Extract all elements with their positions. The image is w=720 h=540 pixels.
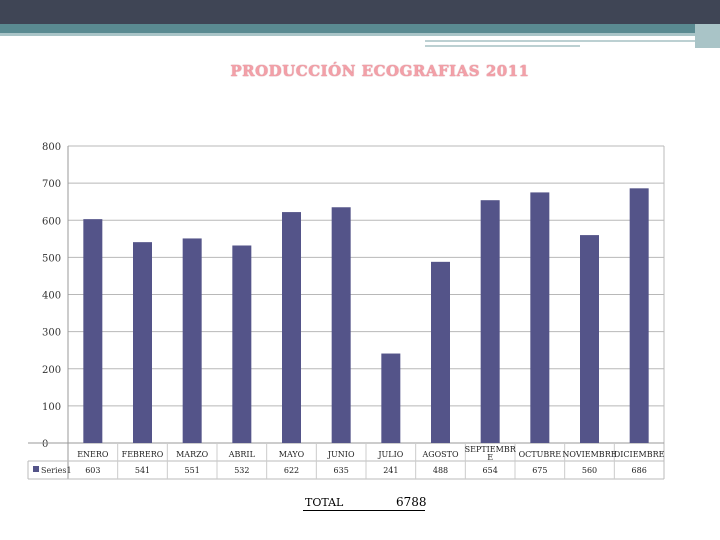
bar-marzo xyxy=(182,238,202,443)
x-category-label: OCTUBRE xyxy=(519,450,562,459)
y-tick-label: 700 xyxy=(42,179,61,190)
data-table-value: 675 xyxy=(532,466,547,475)
top-bar-light-line xyxy=(0,33,695,36)
bar-diciembre xyxy=(629,188,649,443)
total-label: TOTAL xyxy=(305,496,344,509)
data-table-value: 541 xyxy=(135,466,150,475)
total-underline xyxy=(303,510,425,511)
data-table-value: 686 xyxy=(632,466,647,475)
data-table-value: 532 xyxy=(234,466,249,475)
bar-septiembre xyxy=(480,200,500,443)
data-table-value: 560 xyxy=(582,466,597,475)
y-tick-label: 100 xyxy=(42,402,61,413)
bar-enero xyxy=(83,219,103,443)
y-tick-label: 400 xyxy=(42,291,61,302)
bar-octubre xyxy=(530,192,550,443)
bar-agosto xyxy=(431,261,450,443)
bar-febrero xyxy=(133,242,152,443)
top-bar-teal xyxy=(0,24,720,33)
legend-series-name: Series1 xyxy=(41,466,72,475)
data-table-value: 551 xyxy=(185,466,200,475)
data-table-value: 635 xyxy=(334,466,349,475)
x-category-label: SEPTIEMBR E xyxy=(465,445,517,462)
window-top-bar xyxy=(0,0,720,48)
data-table-value: 488 xyxy=(433,466,448,475)
total-value: 6788 xyxy=(396,495,427,509)
bar-junio xyxy=(331,207,351,443)
x-category-label: FEBRERO xyxy=(122,450,164,459)
x-category-label: MARZO xyxy=(176,450,209,459)
y-tick-label: 300 xyxy=(42,328,61,339)
data-table-value: 241 xyxy=(383,466,398,475)
x-category-label: AGOSTO xyxy=(421,450,459,459)
x-category-label: ENERO xyxy=(77,450,109,459)
y-tick-label: 800 xyxy=(42,142,61,153)
page-title: PRODUCCIÓN ECOGRAFIAS 2011 xyxy=(230,62,530,80)
bar-mayo xyxy=(282,212,301,443)
y-tick-label: 600 xyxy=(42,216,61,227)
data-table-value: 603 xyxy=(85,466,100,475)
data-table-value: 622 xyxy=(284,466,299,475)
x-category-label: NOVIEMBRE xyxy=(562,450,616,459)
bar-julio xyxy=(381,353,401,443)
x-category-label: JUNIO xyxy=(327,450,355,459)
legend-swatch xyxy=(33,466,39,472)
top-bar-dark xyxy=(0,0,720,24)
bar-abril xyxy=(232,245,252,443)
x-category-label: MAYO xyxy=(279,450,305,459)
data-table-value: 654 xyxy=(483,466,498,475)
y-tick-label: 500 xyxy=(42,253,61,264)
bar-noviembre xyxy=(580,235,599,443)
top-bar-thin-line-2 xyxy=(425,45,580,47)
top-bar-thin-line xyxy=(425,40,695,42)
top-bar-right-block xyxy=(695,24,720,48)
x-category-label: JULIO xyxy=(377,450,403,459)
y-tick-label: 200 xyxy=(42,365,61,376)
x-category-label: ABRIL xyxy=(228,450,256,459)
x-category-label: DICIEMBRE xyxy=(614,450,665,459)
y-tick-label: 0 xyxy=(42,439,48,450)
